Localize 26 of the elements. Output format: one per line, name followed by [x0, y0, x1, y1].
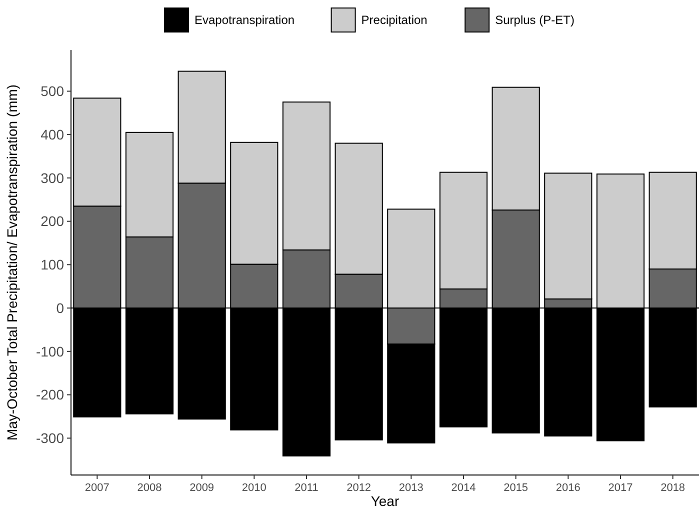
y-tick-label: -100	[36, 343, 64, 360]
x-tick-label: 2014	[451, 482, 476, 494]
y-axis-title: May-October Total Precipitation/ Evapotranspiration (mm)	[4, 84, 20, 441]
legend-label: Surplus (P-ET)	[495, 13, 574, 28]
y-tick-label: 100	[40, 256, 64, 273]
y-tick-label: 300	[40, 170, 64, 186]
x-tick-label: 2009	[190, 482, 214, 494]
y-tick-label: -300	[36, 430, 64, 446]
x-tick-label: 2008	[137, 482, 162, 494]
x-tick-label: 2016	[556, 482, 580, 494]
y-tick-label: -200	[36, 386, 64, 403]
x-tick-label: 2013	[398, 482, 424, 494]
x-tick-label: 2017	[608, 482, 633, 494]
x-axis-title: Year	[370, 493, 400, 509]
x-tick-label: 2007	[84, 482, 110, 494]
y-tick-label: 400	[40, 126, 64, 142]
x-tick-label: 2011	[294, 482, 318, 494]
y-tick-label: 0	[56, 300, 64, 316]
x-tick-label: 2010	[242, 482, 266, 494]
y-tick-label: 500	[40, 83, 64, 100]
legend-label: Precipitation	[361, 13, 428, 28]
x-tick-label: 2012	[346, 482, 372, 494]
x-tick-label: 2018	[660, 482, 686, 494]
x-tick-label: 2015	[504, 482, 528, 494]
legend-label: Evapotranspiration	[194, 13, 295, 28]
y-tick-label: 200	[40, 213, 64, 230]
